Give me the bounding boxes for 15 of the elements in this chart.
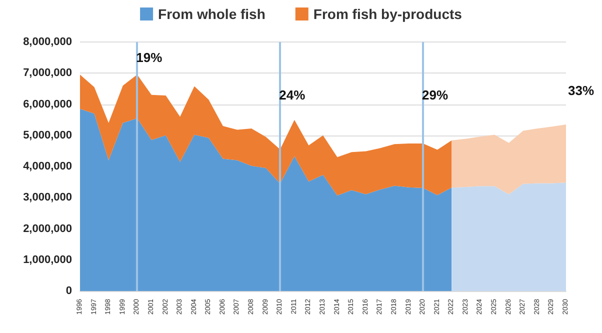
legend-label: From fish by-products	[313, 6, 462, 22]
y-tick-label: 7,000,000	[23, 67, 72, 80]
y-tick-label: 3,000,000	[23, 192, 72, 204]
y-tick-label: 4,000,000	[23, 160, 72, 172]
y-tick-label: 2,000,000	[23, 222, 72, 235]
y-tick-label: 8,000,000	[23, 36, 72, 48]
annotation: 19%	[136, 50, 163, 66]
y-tick-label: 5,000,000	[23, 129, 72, 142]
annotation: 29%	[422, 87, 449, 102]
annotation: 24%	[279, 87, 306, 102]
y-tick-label: 1,000,000	[23, 254, 72, 266]
legend-label: From whole fish	[158, 6, 266, 22]
text: 33%	[568, 83, 594, 98]
y-tick-label: 0	[66, 285, 72, 297]
y-tick-label: 6,000,000	[23, 98, 72, 110]
